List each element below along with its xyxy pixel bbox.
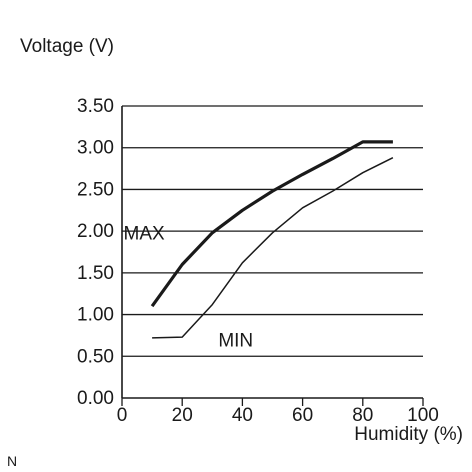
y-tick-label-6: 3.00 [77, 138, 114, 159]
series-lines [150, 140, 394, 339]
x-tick-label-0: 0 [117, 405, 128, 426]
y-tick-label-7: 3.50 [77, 96, 114, 117]
gridlines [122, 105, 423, 357]
y-tick-label-5: 2.50 [77, 179, 114, 200]
y-tick-label-2: 1.00 [77, 305, 114, 326]
corner-label: N [7, 453, 17, 469]
x-axis-title: Humidity (%) [354, 424, 463, 445]
series-annotations: MAX MIN [124, 223, 254, 351]
series-label-min: MIN [218, 330, 253, 351]
x-tick-label-3: 60 [292, 405, 313, 426]
x-tick-label-4: 80 [352, 405, 373, 426]
x-tick-label-1: 20 [172, 405, 193, 426]
y-axis-title: Voltage (V) [20, 36, 114, 57]
y-tick-labels: 0.00 0.50 1.00 1.50 2.00 2.50 3.00 3.50 [77, 96, 114, 409]
axes [121, 106, 424, 406]
y-tick-label-0: 0.00 [77, 388, 114, 409]
x-tick-labels: 0 20 40 60 80 100 [117, 405, 439, 426]
y-tick-label-3: 1.50 [77, 263, 114, 284]
x-tick-label-2: 40 [232, 405, 253, 426]
x-tick-label-5: 100 [407, 405, 439, 426]
y-tick-label-4: 2.00 [77, 221, 114, 242]
series-label-max: MAX [124, 223, 166, 244]
y-tick-label-1: 0.50 [77, 346, 114, 367]
series-line-max [150, 140, 393, 308]
series-line-min [152, 157, 394, 339]
